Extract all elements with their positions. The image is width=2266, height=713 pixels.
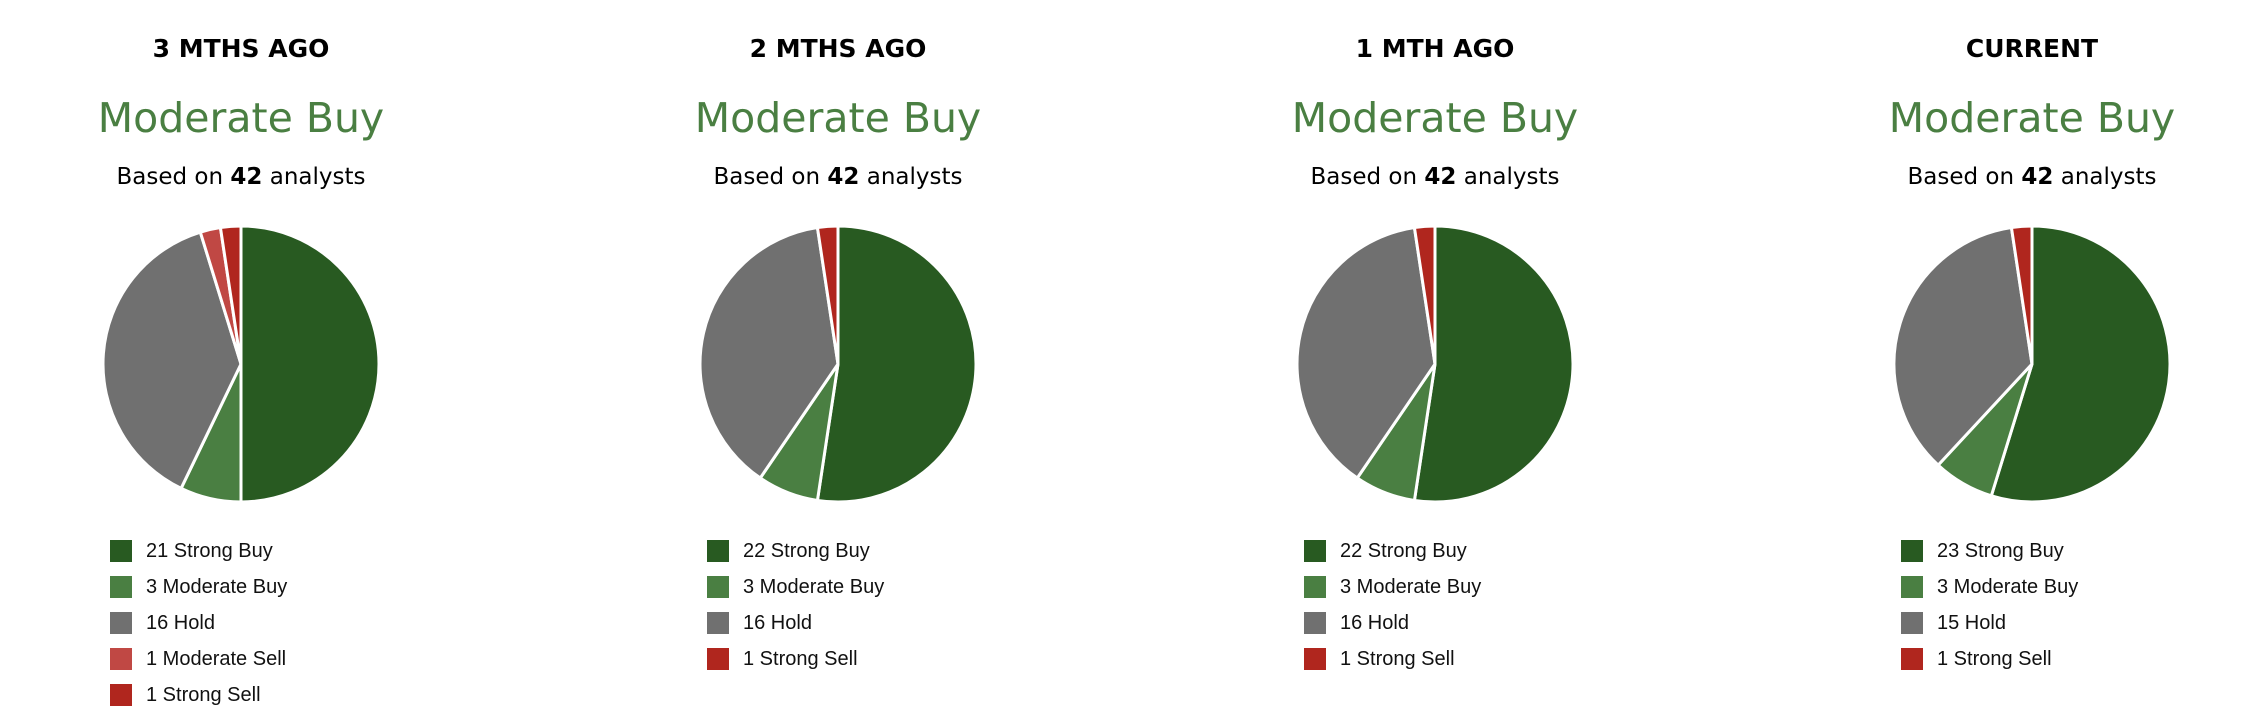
legend-item: 1 Strong Sell [110,677,287,713]
consensus-rating: Moderate Buy [1888,94,2176,142]
legend-item: 3 Moderate Buy [1901,569,2078,605]
analyst-count-text: Based on 42 analysts [1752,164,2266,190]
legend: 22 Strong Buy 3 Moderate Buy 16 Hold 1 Stro… [1304,533,1481,677]
pie-slice[interactable] [1892,226,2034,467]
rating-panel: CURRENT Moderate Buy Based on 42 analyst… [1752,0,2266,710]
consensus-rating: Moderate Buy [694,94,982,142]
legend-label: 15 Hold [1937,611,2006,634]
analyst-count: 42 [1424,164,1457,190]
legend-swatch [110,684,132,706]
legend-item: 16 Hold [707,605,884,641]
analyst-count: 42 [230,164,263,190]
legend-item: 1 Strong Sell [707,641,884,677]
legend-label: 16 Hold [743,611,812,634]
legend-label: 1 Strong Sell [1340,647,1455,670]
pie-slice[interactable] [101,230,243,490]
legend-label: 22 Strong Buy [743,539,870,562]
analyst-count-text: Based on 42 analysts [0,164,521,190]
pie-slice[interactable] [1989,224,2172,504]
legend-item: 1 Strong Sell [1901,641,2078,677]
legend-swatch [1901,648,1923,670]
legend-item: 3 Moderate Buy [707,569,884,605]
legend-item: 3 Moderate Buy [110,569,287,605]
legend-label: 1 Moderate Sell [146,647,287,670]
legend: 23 Strong Buy 3 Moderate Buy 15 Hold 1 Stro… [1901,533,2078,677]
period-title: 3 MTHS AGO [152,34,330,63]
pie-chart [1295,224,1575,504]
based-suffix: analysts [269,164,366,190]
based-suffix: analysts [1463,164,1560,190]
based-prefix: Based on [1907,164,2015,190]
legend-swatch [1901,612,1923,634]
pie-chart [101,224,381,504]
legend-swatch [1304,540,1326,562]
legend-label: 21 Strong Buy [146,539,273,562]
legend-item: 1 Moderate Sell [110,641,287,677]
legend-label: 1 Strong Sell [146,683,261,706]
legend-swatch [707,612,729,634]
legend-label: 3 Moderate Buy [1937,575,2079,598]
legend-label: 1 Strong Sell [743,647,858,670]
legend-swatch [1304,576,1326,598]
based-prefix: Based on [116,164,224,190]
legend-swatch [110,540,132,562]
pie-slice[interactable] [1412,224,1437,366]
analyst-count: 42 [2021,164,2054,190]
analyst-count-text: Based on 42 analysts [1155,164,1715,190]
legend-item: 15 Hold [1901,605,2078,641]
legend-item: 21 Strong Buy [110,533,287,569]
legend-item: 22 Strong Buy [707,533,884,569]
legend-label: 3 Moderate Buy [743,575,885,598]
pie-slice[interactable] [815,224,978,504]
period-title: 1 MTH AGO [1355,34,1515,63]
consensus-rating: Moderate Buy [1291,94,1579,142]
legend-item: 23 Strong Buy [1901,533,2078,569]
legend-item: 1 Strong Sell [1304,641,1481,677]
legend-label: 22 Strong Buy [1340,539,1467,562]
pie-slice[interactable] [1412,224,1575,504]
based-suffix: analysts [2060,164,2157,190]
legend-swatch [1901,576,1923,598]
legend-swatch [110,612,132,634]
legend-swatch [110,576,132,598]
legend-item: 16 Hold [1304,605,1481,641]
pie-slice[interactable] [2009,224,2034,366]
rating-panel: 3 MTHS AGO Moderate Buy Based on 42 anal… [0,0,521,710]
legend-swatch [1304,648,1326,670]
pie-slice[interactable] [815,224,840,366]
pie-chart [1892,224,2172,504]
legend-label: 1 Strong Sell [1937,647,2052,670]
pie-slice[interactable] [698,226,840,480]
based-suffix: analysts [866,164,963,190]
legend-swatch [1901,540,1923,562]
legend: 21 Strong Buy 3 Moderate Buy 16 Hold 1 Mode… [110,533,287,713]
legend: 22 Strong Buy 3 Moderate Buy 16 Hold 1 Stro… [707,533,884,677]
consensus-rating: Moderate Buy [97,94,385,142]
period-title: CURRENT [1965,34,2099,63]
legend-swatch [707,576,729,598]
rating-panel: 1 MTH AGO Moderate Buy Based on 42 analy… [1155,0,1715,710]
legend-swatch [707,648,729,670]
pie-slice[interactable] [218,224,243,366]
legend-label: 16 Hold [1340,611,1409,634]
legend-swatch [110,648,132,670]
period-title: 2 MTHS AGO [749,34,927,63]
based-prefix: Based on [1310,164,1418,190]
pie-slice[interactable] [1295,226,1437,480]
legend-label: 3 Moderate Buy [146,575,288,598]
legend-swatch [707,540,729,562]
legend-item: 3 Moderate Buy [1304,569,1481,605]
legend-label: 23 Strong Buy [1937,539,2064,562]
analyst-count-text: Based on 42 analysts [558,164,1118,190]
analyst-count: 42 [827,164,860,190]
legend-label: 3 Moderate Buy [1340,575,1482,598]
rating-panel: 2 MTHS AGO Moderate Buy Based on 42 anal… [558,0,1118,710]
legend-label: 16 Hold [146,611,215,634]
pie-slice[interactable] [239,224,381,504]
based-prefix: Based on [713,164,821,190]
legend-swatch [1304,612,1326,634]
pie-chart [698,224,978,504]
legend-item: 16 Hold [110,605,287,641]
legend-item: 22 Strong Buy [1304,533,1481,569]
